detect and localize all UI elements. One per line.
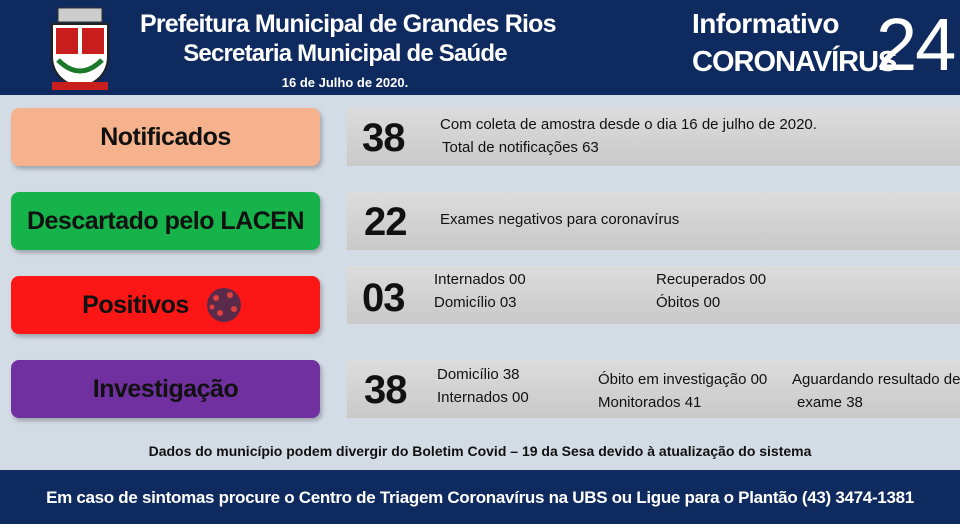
crest bbox=[51, 7, 109, 90]
row-box bbox=[347, 266, 960, 324]
issue-number: 24 bbox=[876, 3, 956, 86]
row-detail: Recuperados 00 bbox=[656, 271, 767, 288]
row-label: Investigação bbox=[11, 360, 320, 418]
subtitle: Secretaria Municipal de Saúde bbox=[183, 40, 507, 67]
row-count: 03 bbox=[362, 276, 405, 320]
row-count: 38 bbox=[362, 116, 405, 160]
row-detail: Total de notificações 63 bbox=[442, 139, 599, 156]
row-detail: Óbito em investigação 00 bbox=[598, 371, 768, 388]
row-detail: Com coleta de amostra desde o dia 16 de … bbox=[440, 116, 817, 133]
row-detail: Domicílio 38 bbox=[437, 366, 520, 383]
footer-text: Em caso de sintomas procure o Centro de … bbox=[46, 488, 914, 507]
row-detail: Exames negativos para coronavírus bbox=[440, 211, 680, 228]
header-bar bbox=[0, 0, 960, 95]
info-topic: CORONAVÍRUS bbox=[692, 46, 897, 78]
row-detail: Internados 00 bbox=[437, 389, 529, 406]
row-detail: Internados 00 bbox=[434, 271, 526, 288]
title: Prefeitura Municipal de Grandes Rios bbox=[140, 10, 557, 38]
row-label: Positivos bbox=[11, 276, 320, 334]
row-count: 38 bbox=[364, 368, 407, 412]
row-box bbox=[347, 108, 960, 166]
row-detail: Monitorados 41 bbox=[598, 394, 702, 411]
row-label: Descartado pelo LACEN bbox=[11, 192, 320, 250]
virus-icon bbox=[207, 288, 241, 322]
info-label: Informativo bbox=[692, 8, 839, 39]
row-detail: exame 38 bbox=[797, 394, 863, 411]
row-count: 22 bbox=[364, 200, 407, 244]
row-detail: Domicílio 03 bbox=[434, 294, 517, 311]
date: 16 de Julho de 2020. bbox=[281, 75, 409, 90]
row-box bbox=[347, 192, 960, 250]
row-box bbox=[347, 360, 960, 418]
row-detail: Óbitos 00 bbox=[656, 294, 721, 311]
footer-bar bbox=[0, 470, 960, 524]
row-label: Notificados bbox=[11, 108, 320, 166]
row-detail: Aguardando resultado de bbox=[792, 371, 960, 388]
note: Dados do município podem divergir do Bol… bbox=[148, 443, 812, 459]
